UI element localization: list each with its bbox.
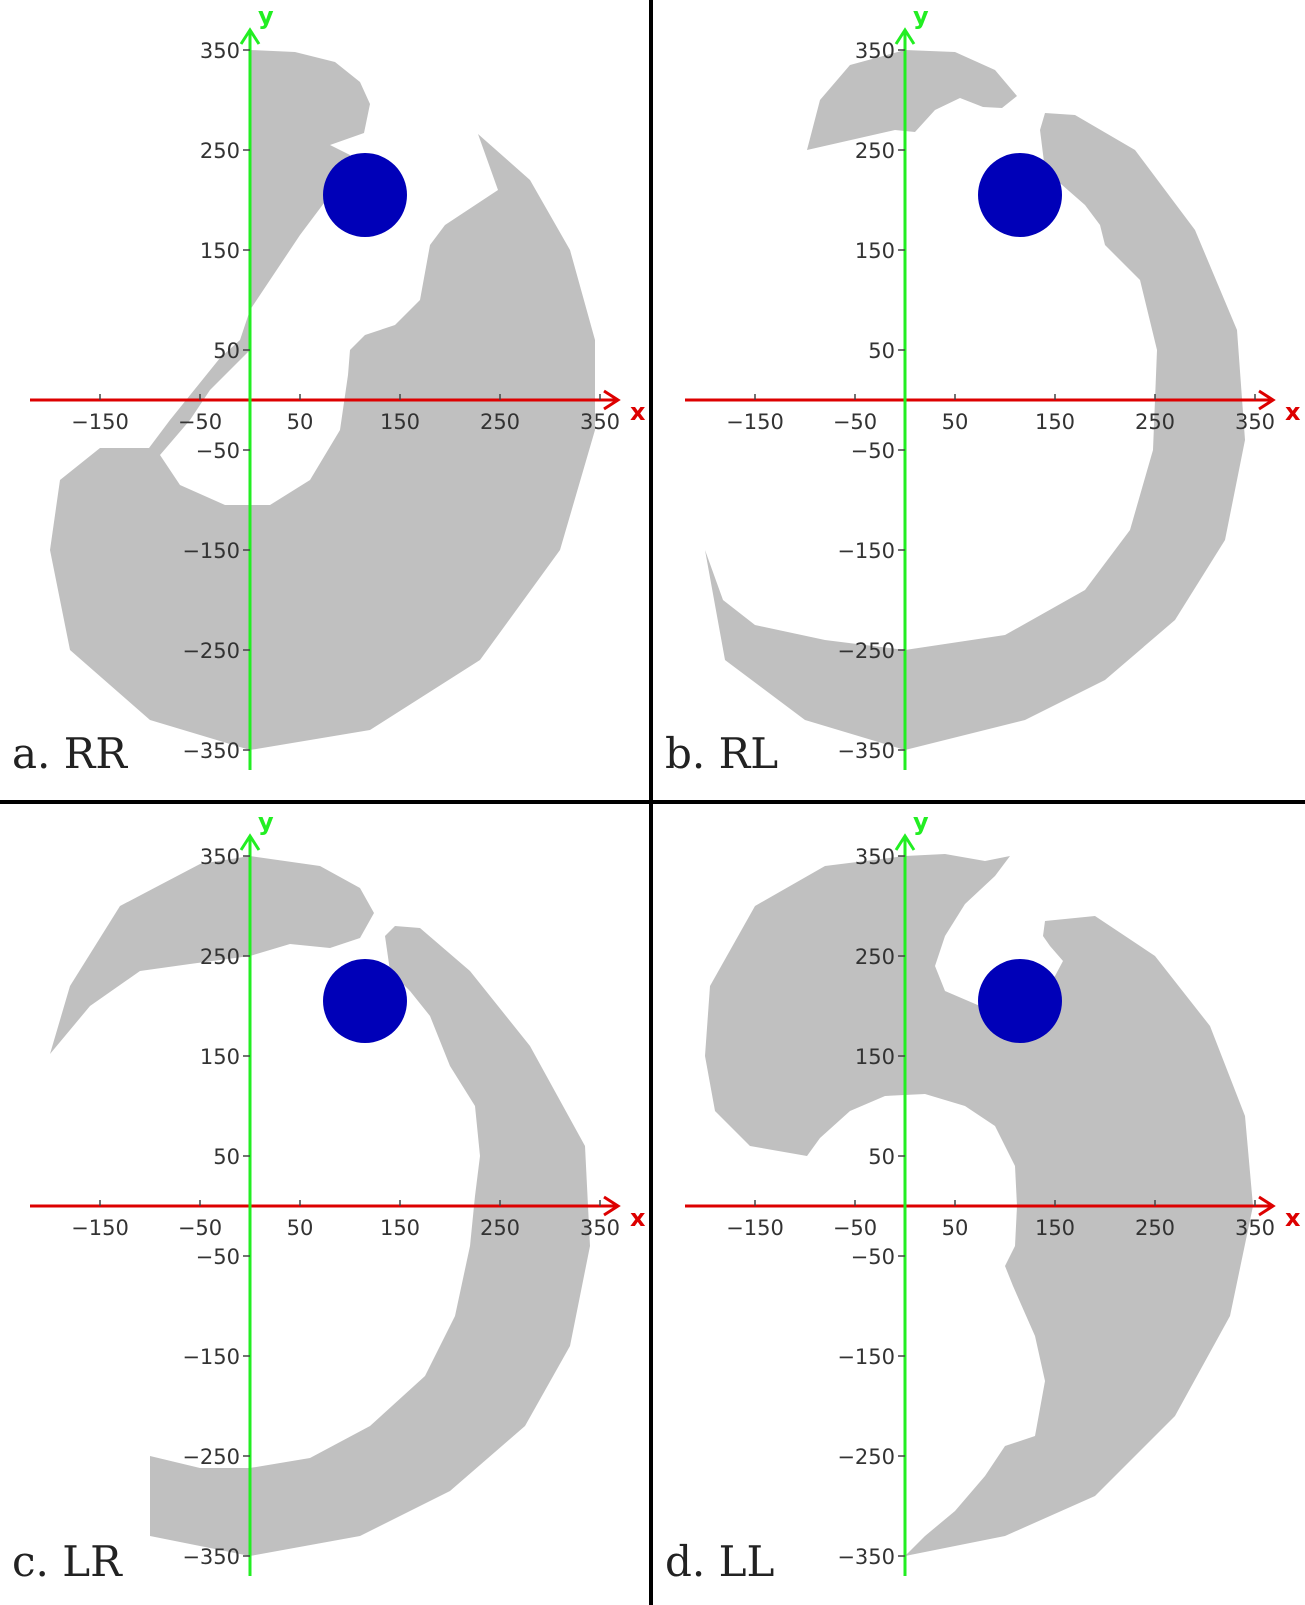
x-tick-label: −50	[833, 410, 877, 434]
y-tick-label: −50	[851, 439, 895, 463]
y-tick-label: 350	[200, 845, 240, 869]
y-tick-label: 350	[200, 39, 240, 63]
x-tick-label: 350	[1235, 410, 1275, 434]
x-axis-arrow	[1258, 389, 1276, 411]
obstacle-circle	[323, 959, 407, 1043]
reachable-region	[50, 856, 590, 1556]
panel-rr: x y −150 −50 50 150 250 350 350 250 150 50 −50 −150 −2…	[12, 2, 646, 778]
x-tick-label: 250	[480, 1216, 520, 1240]
x-axis-name: x	[1285, 1204, 1301, 1232]
x-tick-label: 50	[942, 1216, 969, 1240]
x-tick-label: 250	[1135, 1216, 1175, 1240]
x-axis-arrow	[1258, 1195, 1276, 1217]
y-tick-label: −250	[837, 1445, 895, 1469]
x-tick-label: 50	[287, 410, 314, 434]
y-tick-label: −50	[196, 439, 240, 463]
axes: x y −150 −50 50 150 250 350 350 250 150 50 −50 −150 −2…	[685, 808, 1301, 1576]
y-tick-label: 50	[213, 1145, 240, 1169]
y-tick-label: 150	[200, 1045, 240, 1069]
y-tick-label: −50	[851, 1245, 895, 1269]
y-axis-arrow	[239, 833, 261, 851]
axes: x y −150 −50 50 150 250 350 350 250 150 50 −50 −150 −2…	[685, 2, 1301, 770]
y-axis-arrow	[894, 27, 916, 45]
axes: x y −150 −50 50 150 250 350 350 250 150 50 −50 −150 −2…	[30, 808, 646, 1576]
x-tick-label: 50	[942, 410, 969, 434]
reachable-region	[705, 50, 1245, 750]
x-tick-label: 350	[1235, 1216, 1275, 1240]
x-tick-label: −150	[726, 1216, 784, 1240]
x-axis-arrow	[603, 389, 621, 411]
y-tick-label: −250	[182, 1445, 240, 1469]
x-tick-label: −50	[833, 1216, 877, 1240]
y-tick-label: 150	[855, 239, 895, 263]
y-tick-label: −350	[182, 1545, 240, 1569]
y-tick-label: −250	[837, 639, 895, 663]
y-tick-label: 250	[200, 945, 240, 969]
reachable-region	[50, 50, 595, 750]
x-tick-label: 250	[480, 410, 520, 434]
panel-label: a. RR	[12, 729, 128, 778]
region-shape	[50, 50, 595, 750]
x-tick-label: 150	[380, 1216, 420, 1240]
y-tick-label: 150	[200, 239, 240, 263]
panel-lr: x y −150 −50 50 150 250 350 350 250 150 50 −50 −150 −2…	[12, 808, 646, 1586]
x-tick-label: 150	[1035, 1216, 1075, 1240]
y-tick-label: 50	[868, 339, 895, 363]
axes: x y −150 −50 50 150 250 350 350 250 150 50 −50 −150 −2…	[30, 2, 646, 770]
y-tick-label: 350	[855, 39, 895, 63]
y-axis-arrow	[894, 833, 916, 851]
obstacle-circle	[978, 959, 1062, 1043]
x-axis-arrow	[603, 1195, 621, 1217]
x-tick-label: 50	[287, 1216, 314, 1240]
x-axis-name: x	[1285, 398, 1301, 426]
x-tick-label: 150	[1035, 410, 1075, 434]
x-tick-label: 250	[1135, 410, 1175, 434]
y-tick-label: 250	[855, 945, 895, 969]
x-tick-label: −150	[71, 410, 129, 434]
obstacle-circle	[323, 153, 407, 237]
y-tick-label: 250	[855, 139, 895, 163]
y-axis-arrow	[239, 27, 261, 45]
x-tick-label: −150	[726, 410, 784, 434]
y-tick-label: −350	[182, 739, 240, 763]
y-tick-label: 50	[213, 339, 240, 363]
y-axis-name: y	[258, 808, 274, 836]
panel-label: d. LL	[665, 1537, 774, 1586]
region-shape	[705, 854, 1253, 1556]
y-tick-label: −350	[837, 739, 895, 763]
x-tick-label: 350	[580, 410, 620, 434]
region-shape	[50, 856, 374, 1054]
y-tick-label: −250	[182, 639, 240, 663]
y-tick-label: −50	[196, 1245, 240, 1269]
y-tick-label: 150	[855, 1045, 895, 1069]
region-shape	[150, 926, 590, 1556]
y-tick-label: 50	[868, 1145, 895, 1169]
x-axis-name: x	[630, 1204, 646, 1232]
y-tick-label: 250	[200, 139, 240, 163]
obstacle-circle	[978, 153, 1062, 237]
region-shape	[807, 50, 1017, 150]
y-axis-name: y	[913, 2, 929, 30]
panel-label: c. LR	[12, 1537, 123, 1586]
y-tick-label: 350	[855, 845, 895, 869]
y-tick-label: −150	[837, 1345, 895, 1369]
x-tick-label: 150	[380, 410, 420, 434]
y-tick-label: −350	[837, 1545, 895, 1569]
x-tick-label: −50	[178, 1216, 222, 1240]
y-axis-name: y	[258, 2, 274, 30]
panel-label: b. RL	[665, 729, 778, 778]
region-shape	[705, 113, 1245, 750]
panel-rl: x y −150 −50 50 150 250 350 350 250 150 50 −50 −150 −2…	[665, 2, 1301, 778]
reachable-region	[705, 854, 1253, 1556]
y-axis-name: y	[913, 808, 929, 836]
x-tick-label: 350	[580, 1216, 620, 1240]
y-tick-label: −150	[837, 539, 895, 563]
y-tick-label: −150	[182, 1345, 240, 1369]
x-tick-label: −150	[71, 1216, 129, 1240]
x-tick-label: −50	[178, 410, 222, 434]
y-tick-label: −150	[182, 539, 240, 563]
panel-ll: x y −150 −50 50 150 250 350 350 250 150 50 −50 −150 −2…	[665, 808, 1301, 1586]
x-axis-name: x	[630, 398, 646, 426]
